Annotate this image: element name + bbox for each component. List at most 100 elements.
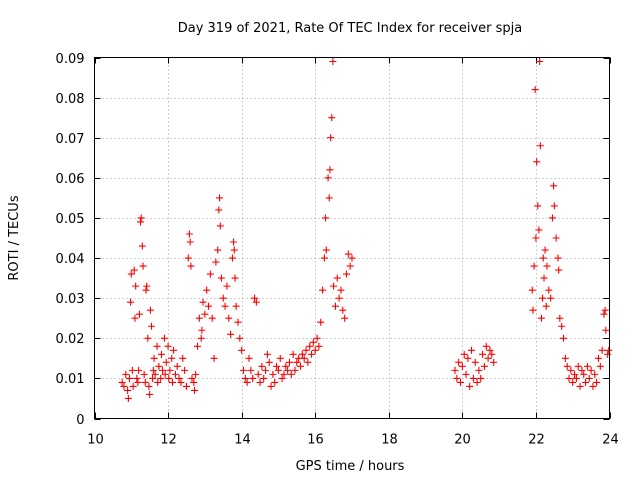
data-point bbox=[552, 234, 560, 242]
data-point bbox=[181, 366, 189, 374]
x-axis-label: GPS time / hours bbox=[296, 459, 405, 474]
x-tick-label: 18 bbox=[381, 433, 398, 448]
data-point bbox=[457, 378, 465, 386]
data-point bbox=[330, 282, 338, 290]
data-point bbox=[205, 302, 213, 310]
data-point bbox=[249, 374, 257, 382]
data-point bbox=[563, 362, 571, 370]
data-point bbox=[578, 366, 586, 374]
data-point bbox=[263, 350, 271, 358]
data-point bbox=[166, 366, 174, 374]
data-point bbox=[580, 370, 588, 378]
data-point bbox=[539, 294, 547, 302]
data-point bbox=[194, 342, 201, 350]
data-point bbox=[239, 366, 247, 374]
data-point bbox=[168, 378, 176, 386]
data-point bbox=[534, 202, 542, 210]
data-point bbox=[453, 374, 461, 382]
data-point bbox=[537, 314, 545, 322]
x-tick-label: 10 bbox=[87, 433, 104, 448]
data-point bbox=[276, 354, 284, 362]
data-point bbox=[541, 246, 549, 254]
data-point bbox=[600, 310, 608, 318]
data-point bbox=[322, 246, 330, 254]
data-point bbox=[269, 370, 277, 378]
data-point bbox=[146, 306, 154, 314]
data-point bbox=[325, 194, 333, 202]
data-point bbox=[139, 262, 147, 270]
data-point bbox=[124, 386, 132, 394]
data-point bbox=[536, 142, 544, 150]
data-point bbox=[572, 374, 580, 382]
data-point bbox=[146, 390, 154, 398]
data-point bbox=[175, 374, 183, 382]
data-point bbox=[451, 366, 459, 374]
y-tick-label: 0.08 bbox=[56, 92, 85, 107]
x-tick-label: 22 bbox=[528, 433, 545, 448]
data-point bbox=[548, 214, 556, 222]
data-point bbox=[149, 374, 157, 382]
data-point bbox=[187, 262, 195, 270]
data-point bbox=[168, 354, 176, 362]
data-point bbox=[236, 334, 244, 342]
data-point bbox=[177, 378, 185, 386]
data-point bbox=[274, 366, 282, 374]
data-point bbox=[297, 362, 304, 370]
data-point bbox=[148, 322, 156, 330]
data-point bbox=[598, 346, 606, 354]
data-point bbox=[223, 282, 231, 290]
data-point bbox=[186, 238, 194, 246]
data-point bbox=[344, 250, 352, 258]
data-point bbox=[170, 346, 178, 354]
y-tick-labels: 0 0.01 0.02 0.03 0.04 0.05 0.06 0.07 0.08 0.09 bbox=[56, 52, 85, 428]
data-point bbox=[302, 346, 310, 354]
data-point bbox=[558, 322, 566, 330]
data-point bbox=[125, 374, 133, 382]
data-point bbox=[185, 230, 193, 238]
data-point bbox=[324, 174, 332, 182]
data-point bbox=[262, 366, 270, 374]
data-point bbox=[182, 382, 190, 390]
data-point bbox=[179, 354, 187, 362]
data-point bbox=[471, 358, 479, 366]
data-point bbox=[208, 314, 216, 322]
data-point bbox=[315, 342, 323, 350]
data-point bbox=[135, 310, 143, 318]
data-point bbox=[214, 246, 222, 254]
data-point bbox=[542, 302, 550, 310]
data-point bbox=[291, 366, 299, 374]
data-point bbox=[304, 358, 312, 366]
data-point bbox=[221, 302, 229, 310]
data-point bbox=[346, 262, 354, 270]
data-point bbox=[348, 254, 356, 262]
grid-lines bbox=[94, 57, 610, 419]
data-point bbox=[241, 374, 249, 382]
data-points bbox=[118, 58, 613, 402]
data-point bbox=[543, 262, 551, 270]
data-point bbox=[247, 366, 255, 374]
data-point bbox=[254, 370, 262, 378]
data-point bbox=[144, 334, 152, 342]
data-point bbox=[329, 58, 337, 66]
data-point bbox=[134, 378, 142, 386]
data-point bbox=[133, 374, 141, 382]
data-point bbox=[190, 378, 198, 386]
data-point bbox=[215, 206, 223, 214]
data-point bbox=[532, 234, 540, 242]
data-point bbox=[550, 202, 558, 210]
data-point bbox=[150, 354, 158, 362]
data-point bbox=[265, 358, 273, 366]
data-point bbox=[184, 254, 192, 262]
data-point bbox=[469, 374, 477, 382]
data-point bbox=[306, 342, 314, 350]
data-point bbox=[533, 158, 541, 166]
data-point bbox=[149, 366, 157, 374]
data-point bbox=[225, 314, 233, 322]
data-point bbox=[197, 334, 205, 342]
chart-title: Day 319 of 2021, Rate Of TEC Index for r… bbox=[178, 21, 523, 36]
data-point bbox=[203, 286, 211, 294]
data-point bbox=[164, 342, 172, 350]
data-point bbox=[145, 382, 153, 390]
data-point bbox=[565, 374, 573, 382]
data-point bbox=[550, 182, 558, 190]
